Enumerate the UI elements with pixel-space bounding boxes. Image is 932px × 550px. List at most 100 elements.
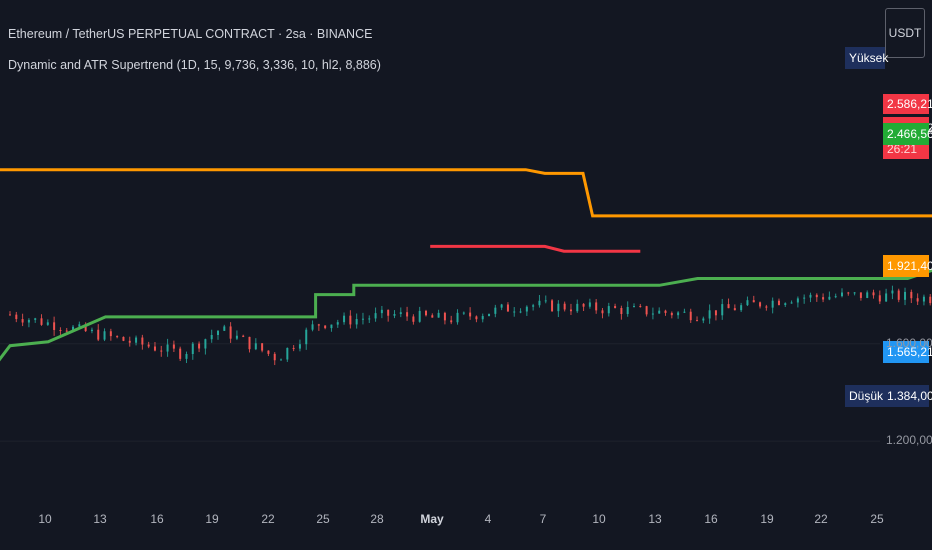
candle-body <box>696 320 699 322</box>
candle-body <box>84 324 87 332</box>
currency-button[interactable]: USDT <box>885 8 925 58</box>
candle-body <box>670 312 673 316</box>
candle-body <box>878 295 881 302</box>
candle-body <box>777 300 780 305</box>
symbol-title[interactable]: Ethereum / TetherUS PERPETUAL CONTRACT ·… <box>8 27 373 41</box>
low-marker-label: Düşük <box>845 385 883 408</box>
candle-body <box>840 292 843 297</box>
candle-body <box>582 303 585 307</box>
candle-body <box>481 316 484 320</box>
candle-body <box>727 304 730 309</box>
lower-line-tag: 1.565,21 <box>883 341 932 364</box>
candle-body <box>286 347 289 360</box>
candle-body <box>90 329 93 332</box>
candle-body <box>488 313 491 317</box>
candle-body <box>179 348 182 359</box>
candle-body <box>815 294 818 298</box>
candle-body <box>506 304 509 312</box>
candle-body <box>198 343 201 349</box>
candle-body <box>796 298 799 303</box>
candle-body <box>765 306 768 308</box>
time-axis-label: 16 <box>704 512 718 526</box>
time-axis-label: May <box>420 512 444 526</box>
time-axis-label: 25 <box>870 512 884 526</box>
candle-body <box>885 293 888 302</box>
chart-grid <box>0 343 880 442</box>
candle-body <box>916 298 919 302</box>
candle-body <box>651 313 654 315</box>
candle-body <box>601 310 604 314</box>
candle-body <box>500 304 503 308</box>
candle-body <box>343 315 346 323</box>
low-price-tag: 1.384,00 <box>883 385 932 408</box>
candle-body <box>494 307 497 314</box>
candle-body <box>569 309 572 312</box>
candle-body <box>475 316 478 320</box>
candle-body <box>336 322 339 325</box>
candle-body <box>216 330 219 336</box>
candle-body <box>128 340 131 343</box>
candle-body <box>595 302 598 311</box>
candle-body <box>847 292 850 294</box>
time-axis-label: 13 <box>93 512 107 526</box>
candle-body <box>828 296 831 300</box>
candle-body <box>620 307 623 315</box>
candle-body <box>431 315 434 318</box>
candle-body <box>21 319 24 323</box>
time-axis-label: 25 <box>316 512 330 526</box>
candle-body <box>469 312 472 317</box>
time-axis-label: 13 <box>648 512 662 526</box>
time-axis-label: 22 <box>814 512 828 526</box>
candle-body <box>733 308 736 311</box>
candle-body <box>929 296 932 304</box>
candle-body <box>897 290 900 300</box>
candle-body <box>317 324 320 326</box>
candle-body <box>607 306 610 314</box>
candle-body <box>399 312 402 315</box>
candle-body <box>185 353 188 359</box>
candle-body <box>759 302 762 307</box>
candle-body <box>305 329 308 345</box>
candle-body <box>525 306 528 312</box>
candle-body <box>922 296 925 302</box>
daily-trend-line <box>0 168 932 218</box>
candle-body <box>267 350 270 354</box>
candle-body <box>443 312 446 321</box>
candle-body <box>626 306 629 315</box>
candle-body <box>229 326 232 339</box>
candle-body <box>273 353 276 361</box>
candle-body <box>424 310 427 316</box>
candle-body <box>614 306 617 308</box>
candle-body <box>53 322 56 330</box>
candle-body <box>27 319 30 323</box>
candle-body <box>891 290 894 294</box>
candle-body <box>418 310 421 322</box>
indicator-legend[interactable]: Dynamic and ATR Supertrend (1D, 15, 9,73… <box>8 58 381 72</box>
time-axis-label: 19 <box>760 512 774 526</box>
high-marker-label: Yüksek <box>845 47 888 69</box>
supertrend-up-line <box>0 268 932 362</box>
candle-body <box>437 312 440 318</box>
candle-body <box>242 335 245 337</box>
candle-body <box>904 291 907 300</box>
candle-body <box>9 314 11 316</box>
candle-body <box>632 306 635 308</box>
candle-body <box>280 359 283 361</box>
candle-body <box>15 314 18 320</box>
candle-body <box>172 344 175 349</box>
candle-body <box>677 312 680 316</box>
candle-body <box>519 311 522 313</box>
candle-body <box>235 335 238 339</box>
candle-body <box>513 311 516 313</box>
time-axis-label: 4 <box>484 512 492 526</box>
candle-body <box>551 300 554 312</box>
candle-body <box>462 312 465 314</box>
candle-body <box>204 339 207 349</box>
candle-body <box>714 310 717 316</box>
candle-body <box>368 318 371 320</box>
candle-body <box>361 318 364 320</box>
candle-body <box>147 344 150 347</box>
candle-body <box>708 310 711 319</box>
time-axis-label: 28 <box>370 512 384 526</box>
